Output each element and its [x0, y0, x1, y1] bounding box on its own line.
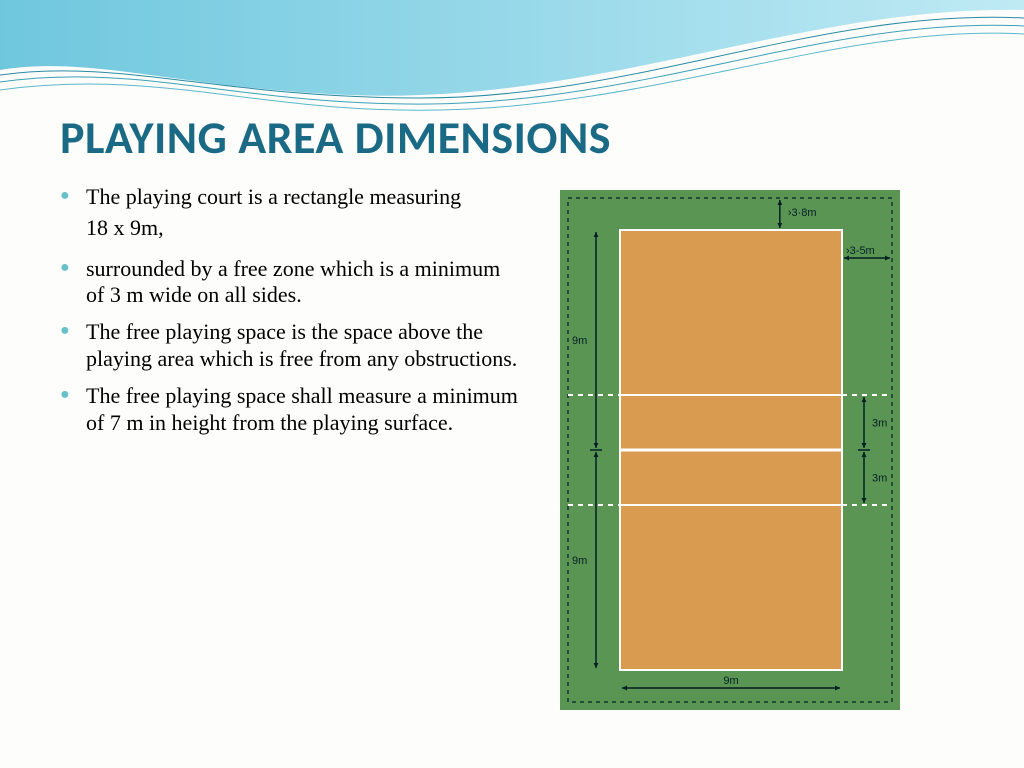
court-diagram: ›3·8m ›3-5m 9m 9m 3m 3m 9m — [550, 184, 910, 710]
bullet-item: surrounded by a free zone which is a min… — [60, 256, 520, 310]
bullet-item: The free playing space shall measure a m… — [60, 383, 520, 437]
bullet-item: The playing court is a rectangle measuri… — [60, 184, 520, 211]
bullet-subtext: 18 x 9m, — [60, 215, 520, 242]
svg-text:9m: 9m — [572, 335, 587, 347]
svg-text:3m: 3m — [872, 418, 887, 430]
bullet-list: The playing court is a rectangle measuri… — [60, 184, 520, 710]
svg-text:›3-5m: ›3-5m — [846, 245, 875, 257]
svg-text:3m: 3m — [872, 473, 887, 485]
svg-text:9m: 9m — [572, 555, 587, 567]
svg-text:›3·8m: ›3·8m — [788, 207, 817, 219]
svg-text:9m: 9m — [723, 675, 738, 687]
page-title: PLAYING AREA DIMENSIONS — [60, 110, 984, 166]
bullet-item: The free playing space is the space abov… — [60, 319, 520, 373]
